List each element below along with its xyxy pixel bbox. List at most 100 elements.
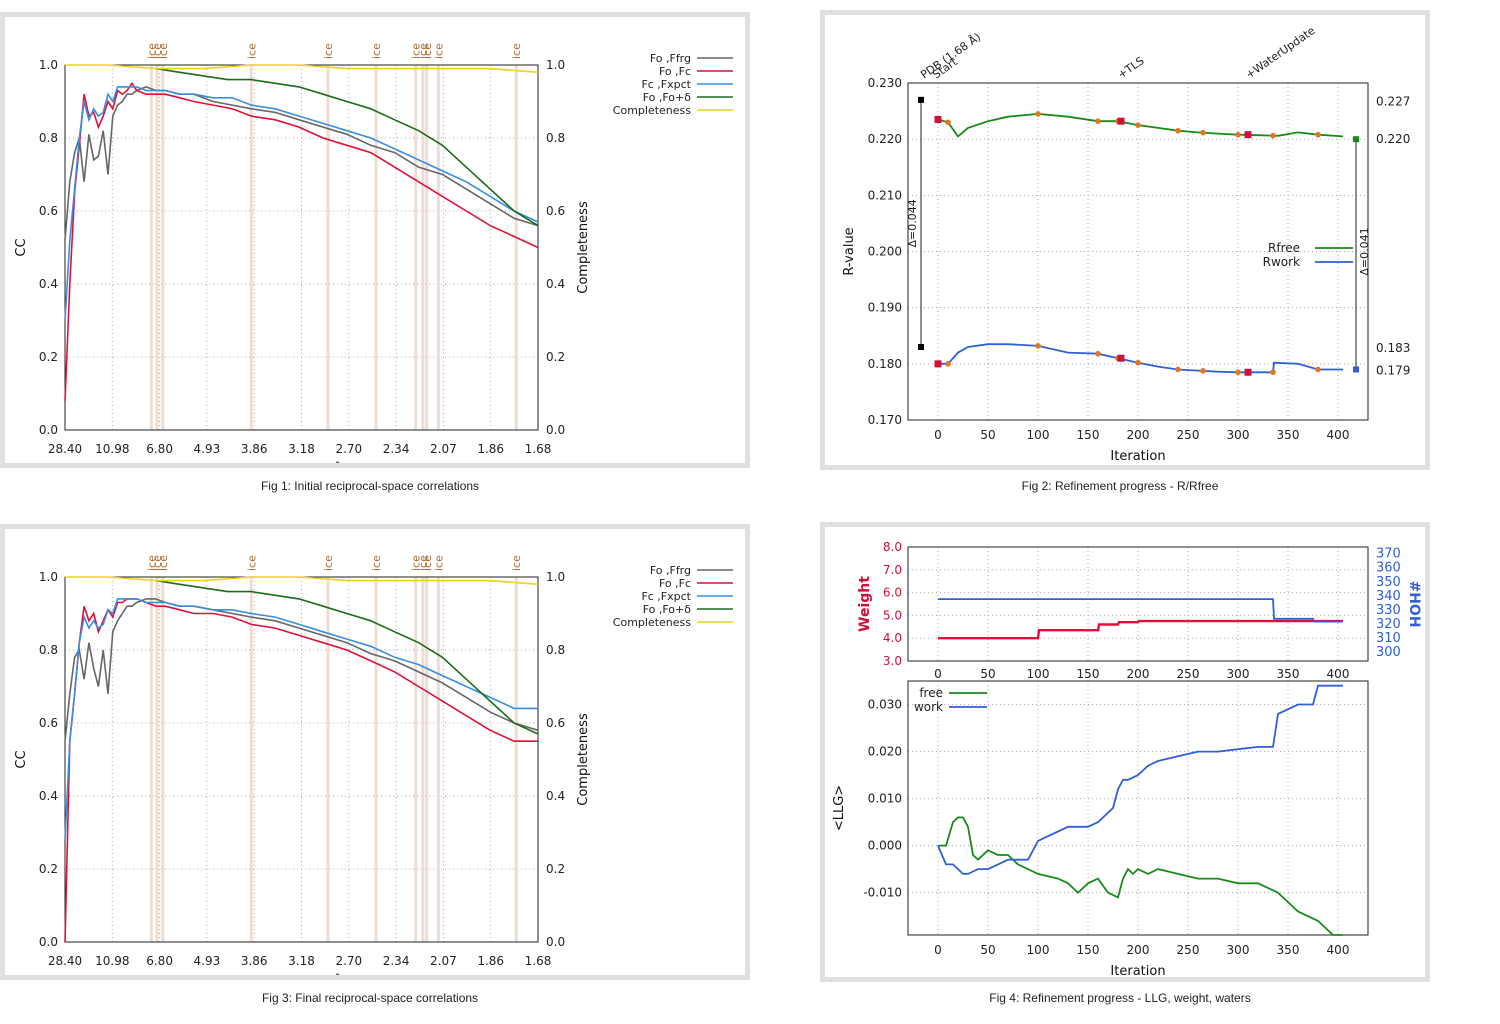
y2-tick-label: 1.0 <box>546 58 565 72</box>
legend-label: Rfree <box>1268 241 1300 255</box>
final-rwork-marker <box>1353 366 1359 373</box>
x-tick-label: 350 <box>1277 667 1300 681</box>
y2-tick-label: 0.2 <box>546 350 565 364</box>
series-line-fc-fxpct <box>64 86 539 321</box>
x-tick-label: 2.70 <box>335 442 362 456</box>
x-tick-label: 4.93 <box>194 442 221 456</box>
ice-ring-label: ice <box>510 555 523 571</box>
stage-marker <box>934 360 942 368</box>
x-tick-label: 50 <box>980 428 995 442</box>
weight-tick-label: 6.0 <box>883 586 902 600</box>
x-tick-label: 28.40 <box>48 442 82 456</box>
x-tick-label: 28.40 <box>48 954 82 968</box>
x-tick-label: 400 <box>1327 943 1350 957</box>
hoh-tick-label: 320 <box>1376 617 1401 632</box>
iteration-dot <box>1095 350 1101 357</box>
ice-ring-label: ice <box>151 555 164 571</box>
weight-tick-label: 7.0 <box>883 563 902 577</box>
series-line-fo-fo- <box>155 579 539 735</box>
x-tick-label: 350 <box>1277 943 1300 957</box>
hoh-tick-label: 360 <box>1376 561 1401 576</box>
x-tick-label: 150 <box>1077 428 1100 442</box>
x-tick-label: 400 <box>1327 667 1350 681</box>
y2-tick-label: 0.4 <box>546 277 565 291</box>
y-tick-label: 0.010 <box>868 792 902 806</box>
x-tick-label: 6.80 <box>146 954 173 968</box>
x-tick-label: 150 <box>1077 667 1100 681</box>
ice-ring-band <box>149 577 153 942</box>
ice-ring-label: ice <box>370 43 383 59</box>
hoh-tick-label: 350 <box>1376 575 1401 590</box>
legend-label: Fo ,Fo+δ <box>643 91 692 104</box>
ice-ring-band <box>421 65 425 430</box>
legend-label: Fo ,Fc <box>659 65 691 78</box>
ice-ring-band <box>326 65 330 430</box>
y-tick-label: 0.000 <box>868 839 902 853</box>
plot-frame <box>907 82 1369 421</box>
y-tick-label: 0.170 <box>868 413 902 427</box>
hoh-tick-label: 370 <box>1376 547 1401 562</box>
ice-ring-label: ice <box>432 555 445 571</box>
caption-fig2: Fig 2: Refinement progress - R/Rfree <box>1021 479 1219 493</box>
iteration-dot <box>1235 369 1241 376</box>
stage-marker <box>1117 117 1125 125</box>
chart-fig1: 28.40 10.98 6.80 4.93 3.86 3.18 2.70 2.34 2.07 1.… <box>14 43 733 463</box>
y-tick-label: 0.210 <box>868 188 902 202</box>
plot-frame <box>64 576 539 943</box>
x-tick-label: 200 <box>1127 428 1150 442</box>
legend-label: Rwork <box>1263 255 1300 269</box>
bottom-plot-frame <box>907 680 1369 936</box>
y-tick-label: -0.010 <box>863 886 902 900</box>
y-axis-label: CC <box>14 750 29 768</box>
y-tick-label: 0.6 <box>39 204 58 218</box>
series-line-completeness <box>65 64 539 74</box>
x-tick-label: 2.07 <box>430 442 457 456</box>
delta-right-label: Δ=0.041 <box>1358 227 1371 275</box>
y-tick-label: 0.200 <box>868 245 902 259</box>
iteration-dot <box>1270 132 1276 139</box>
caption-fig1: Fig 1: Initial reciprocal-space correlat… <box>260 479 480 493</box>
ice-ring-label: ice <box>322 555 335 571</box>
ice-ring-label: ice <box>151 43 164 59</box>
ice-ring-band <box>414 65 418 430</box>
x-tick-label: 0 <box>934 943 942 957</box>
ice-ring-band <box>155 65 159 430</box>
hoh-tick-label: 310 <box>1376 631 1401 646</box>
ice-ring-band <box>374 65 378 430</box>
series-line-weight <box>938 619 1343 640</box>
y2-axis-label: Completeness <box>576 713 591 806</box>
series-line-fo-ffrg <box>64 598 539 742</box>
ice-ring-label: ice <box>417 43 430 59</box>
stage-marker <box>1244 131 1252 139</box>
ice-ring-label: ice <box>410 555 423 571</box>
y-tick-label: 0.220 <box>868 132 902 146</box>
ice-ring-band <box>414 577 418 942</box>
weight-tick-label: 3.0 <box>883 654 902 668</box>
legend-label: work <box>914 700 943 714</box>
y-tick-label: 0.6 <box>39 716 58 730</box>
right-value-label: 0.179 <box>1376 364 1410 378</box>
x-tick-label: 300 <box>1227 943 1250 957</box>
y-tick-label: 0.020 <box>868 745 902 759</box>
series-line-fo-fc <box>64 598 538 943</box>
x-tick-label: 0 <box>934 667 942 681</box>
x-tick-label: 2.70 <box>335 954 362 968</box>
ice-ring-band <box>249 577 253 942</box>
series-line-hoh <box>938 598 1343 623</box>
x-tick-label: 1.86 <box>477 442 504 456</box>
ice-ring-label: ice <box>421 43 434 59</box>
stage-marker <box>1117 354 1125 362</box>
x-tick-label: 150 <box>1077 943 1100 957</box>
caption-fig3: Fig 3: Final reciprocal-space correlatio… <box>261 991 479 1005</box>
ice-ring-band <box>161 65 165 430</box>
iteration-dot <box>1135 122 1141 128</box>
y2-tick-label: 0.0 <box>546 935 565 949</box>
hoh-tick-label: 330 <box>1376 603 1401 618</box>
chart-fig4: 0 50 100 150 200 250 300 350 400 3.0 4.0 5.0 6.0 7.0 8… <box>832 540 1422 977</box>
x-tick-label: 3.86 <box>241 954 268 968</box>
x-axis-label: Iteration <box>1110 449 1165 464</box>
x-tick-label: 1.86 <box>477 954 504 968</box>
y-tick-label: 0.230 <box>868 76 902 90</box>
panel-fig2: 0 50 100 150 200 250 300 350 400 0.170 0.180 0.190 0… <box>820 10 1430 470</box>
final-rfree-marker <box>1353 136 1359 143</box>
